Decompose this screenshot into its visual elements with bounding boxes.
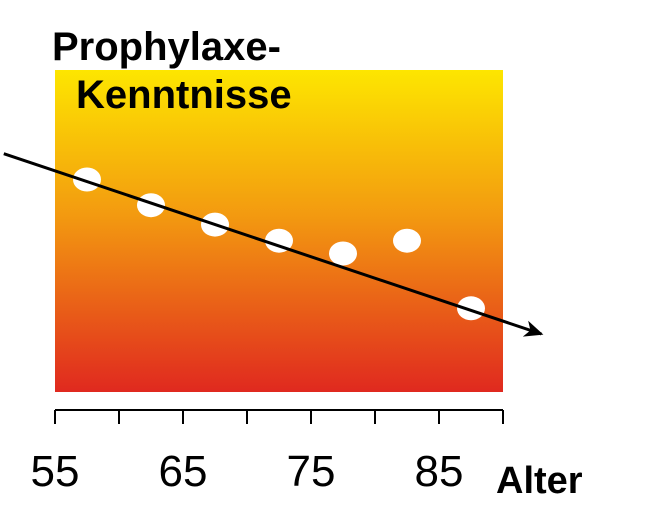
x-tick-label-75: 75 xyxy=(287,447,336,496)
x-tick-label-55: 55 xyxy=(31,447,80,496)
trend-arrow xyxy=(3,152,544,337)
chart-title-line-1: Prophylaxe- xyxy=(52,25,281,69)
x-axis-tick-labels: 55 65 75 85 xyxy=(31,447,464,496)
data-point-5 xyxy=(329,241,357,266)
x-tick-label-65: 65 xyxy=(159,447,208,496)
data-point-4 xyxy=(265,228,293,253)
x-axis-label: Alter xyxy=(496,460,583,502)
x-tick-label-85: 85 xyxy=(415,447,464,496)
x-axis-ticks xyxy=(54,410,504,424)
trend-layer xyxy=(3,152,544,337)
chart-title-line-2: Kenntnisse xyxy=(76,73,292,117)
data-point-6 xyxy=(393,228,421,253)
